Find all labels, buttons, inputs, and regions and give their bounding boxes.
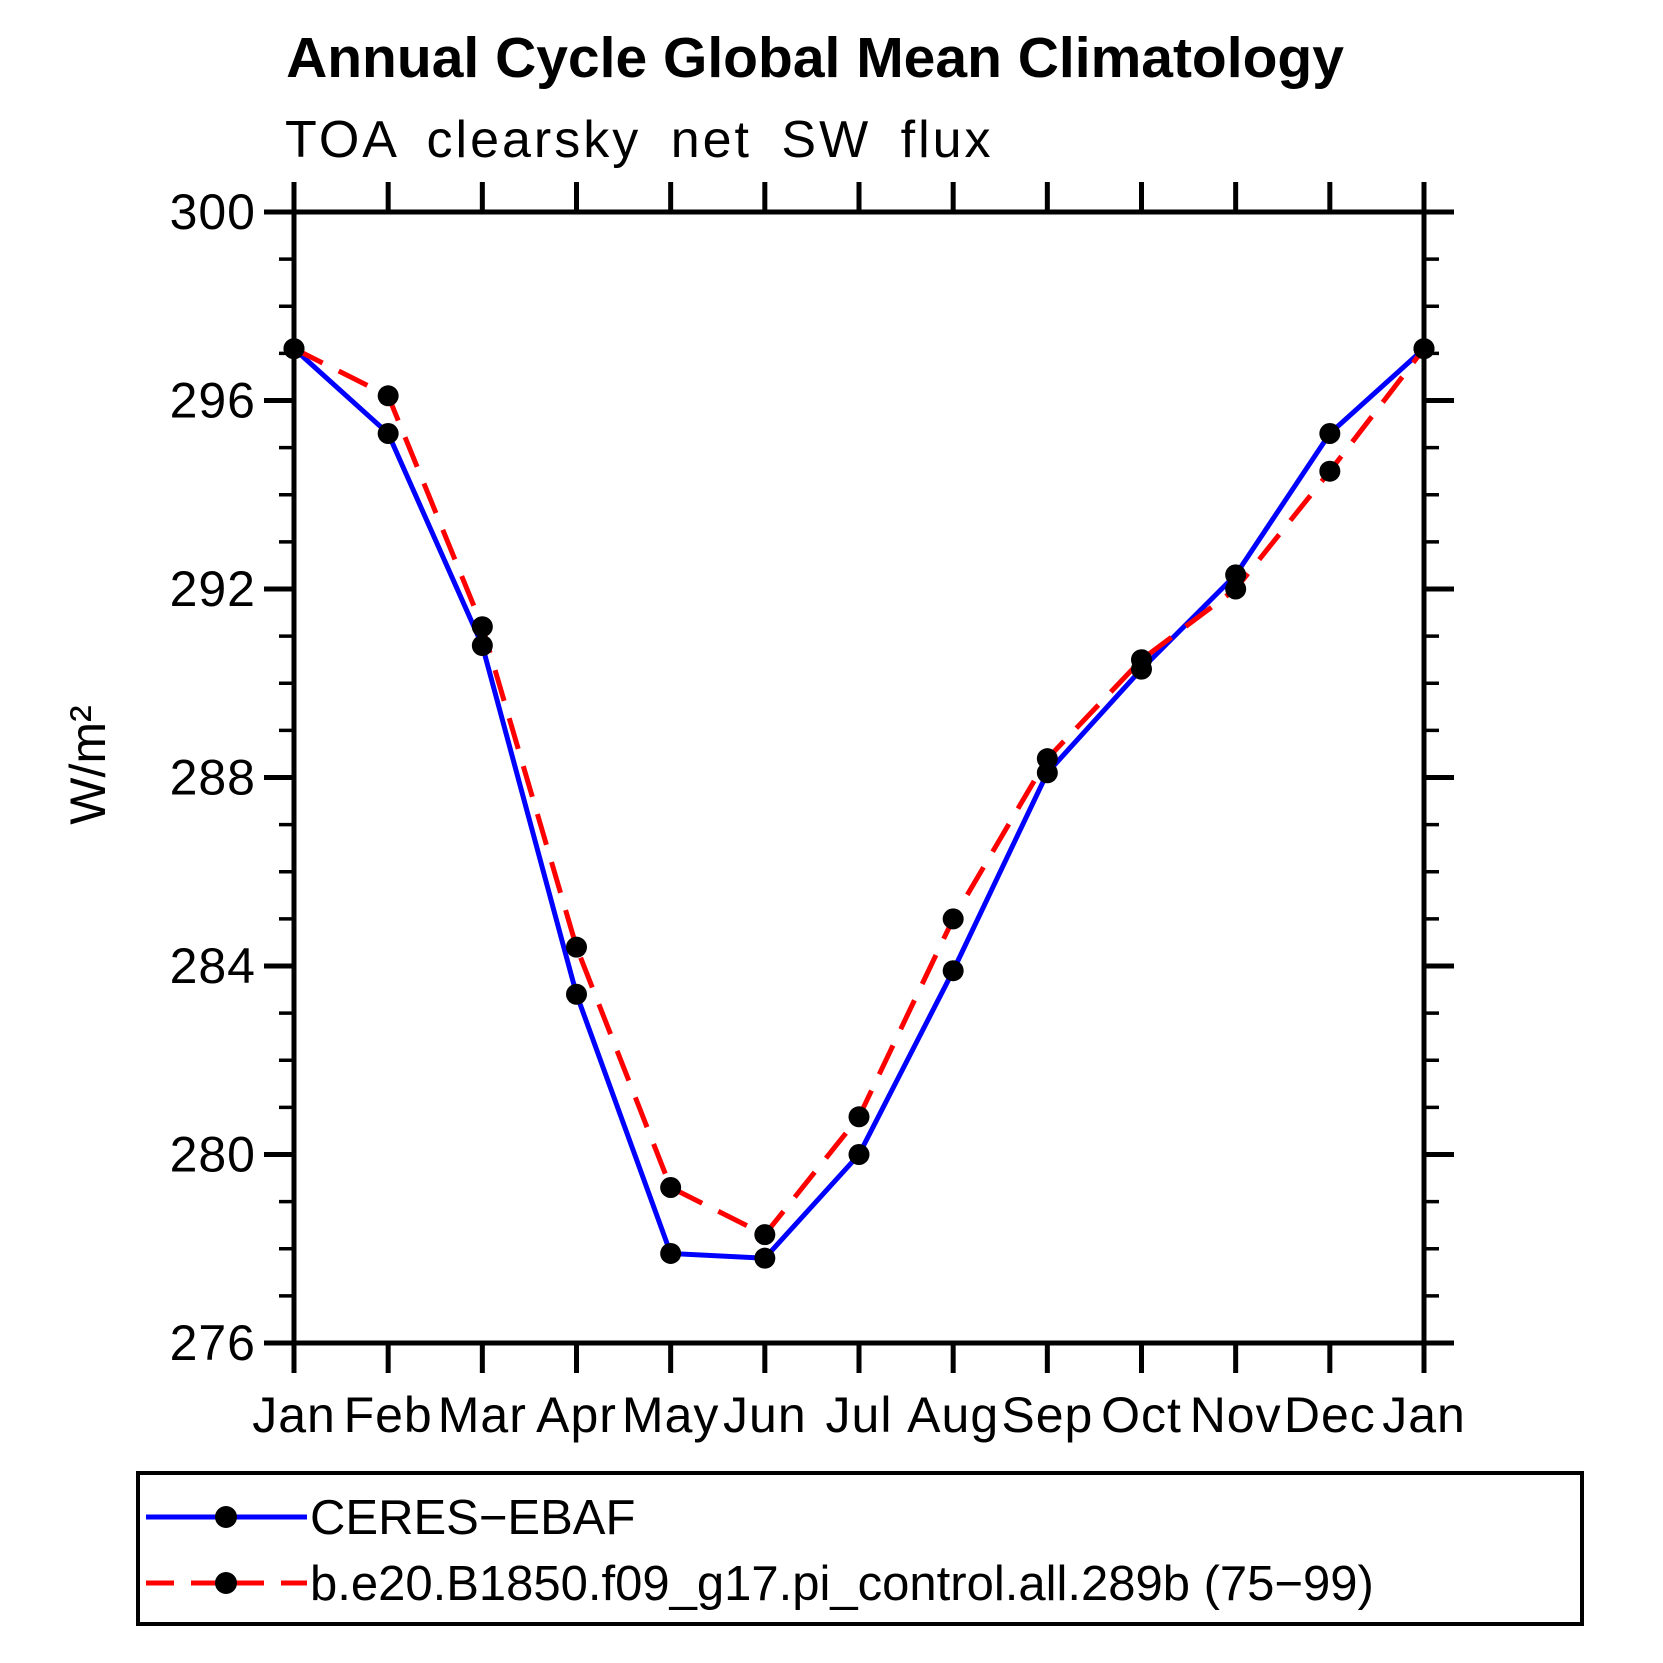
x-tick-label: Feb bbox=[344, 1387, 433, 1443]
data-point-marker bbox=[1225, 578, 1247, 600]
data-point-marker bbox=[1036, 748, 1058, 770]
x-tick-label: Jan bbox=[252, 1387, 336, 1443]
data-point-marker bbox=[377, 422, 399, 444]
legend-label-ceres-ebaf: CERES−EBAF bbox=[310, 1491, 635, 1545]
data-point-marker bbox=[1413, 338, 1435, 360]
data-point-marker bbox=[1131, 649, 1152, 671]
x-tick-label: Jan bbox=[1382, 1387, 1466, 1443]
data-point-marker bbox=[754, 1247, 776, 1269]
chart-title: Annual Cycle Global Mean Climatology bbox=[286, 26, 1344, 90]
data-point-marker bbox=[471, 616, 493, 638]
y-axis-label: W/m² bbox=[60, 705, 116, 824]
legend-sample-marker-0 bbox=[215, 1506, 237, 1528]
data-point-marker bbox=[754, 1224, 776, 1246]
data-point-marker bbox=[377, 385, 399, 407]
data-point-marker bbox=[566, 983, 587, 1005]
data-point-marker bbox=[471, 635, 493, 657]
x-tick-label: Mar bbox=[438, 1387, 527, 1443]
data-series bbox=[283, 338, 1435, 1269]
x-tick-label: Nov bbox=[1190, 1387, 1282, 1443]
legend-label-model-run: b.e20.B1850.f09_g17.pi_control.all.289b … bbox=[310, 1557, 1374, 1611]
data-point-marker bbox=[566, 936, 587, 958]
x-tick-label: Aug bbox=[907, 1387, 999, 1443]
chart-subtitle: TOA clearsky net SW flux bbox=[285, 111, 994, 169]
y-tick-label: 300 bbox=[170, 184, 256, 240]
data-point-marker bbox=[660, 1176, 682, 1198]
x-tick-label: Dec bbox=[1284, 1387, 1376, 1443]
series-line-1 bbox=[292, 346, 1426, 1238]
data-point-marker bbox=[1319, 422, 1341, 444]
x-tick-label: Oct bbox=[1101, 1387, 1182, 1443]
legend-sample-marker-1 bbox=[215, 1572, 237, 1594]
data-point-marker bbox=[660, 1242, 682, 1264]
legend-box bbox=[136, 1471, 1584, 1626]
data-point-marker bbox=[848, 1144, 870, 1165]
y-tick-label: 296 bbox=[170, 373, 256, 429]
data-point-marker bbox=[942, 908, 964, 930]
x-tick-label: Apr bbox=[536, 1387, 617, 1443]
y-tick-label: 280 bbox=[170, 1127, 256, 1183]
y-tick-label: 284 bbox=[170, 938, 256, 994]
y-tick-label: 292 bbox=[170, 561, 256, 617]
legend: CERES−EBAF b.e20.B1850.f09_g17.pi_contro… bbox=[136, 1471, 1584, 1626]
x-tick-label: Sep bbox=[1001, 1387, 1093, 1443]
x-tick-label: Jun bbox=[723, 1387, 807, 1443]
x-tick-label: May bbox=[622, 1387, 719, 1443]
x-tick-label: Jul bbox=[826, 1387, 893, 1443]
y-tick-label: 288 bbox=[170, 750, 256, 806]
data-point-marker bbox=[1319, 460, 1341, 482]
data-point-marker bbox=[848, 1106, 870, 1128]
legend-samples bbox=[146, 1506, 307, 1594]
data-point-marker bbox=[283, 338, 305, 360]
y-tick-label: 276 bbox=[170, 1315, 256, 1371]
data-point-marker bbox=[942, 960, 964, 982]
